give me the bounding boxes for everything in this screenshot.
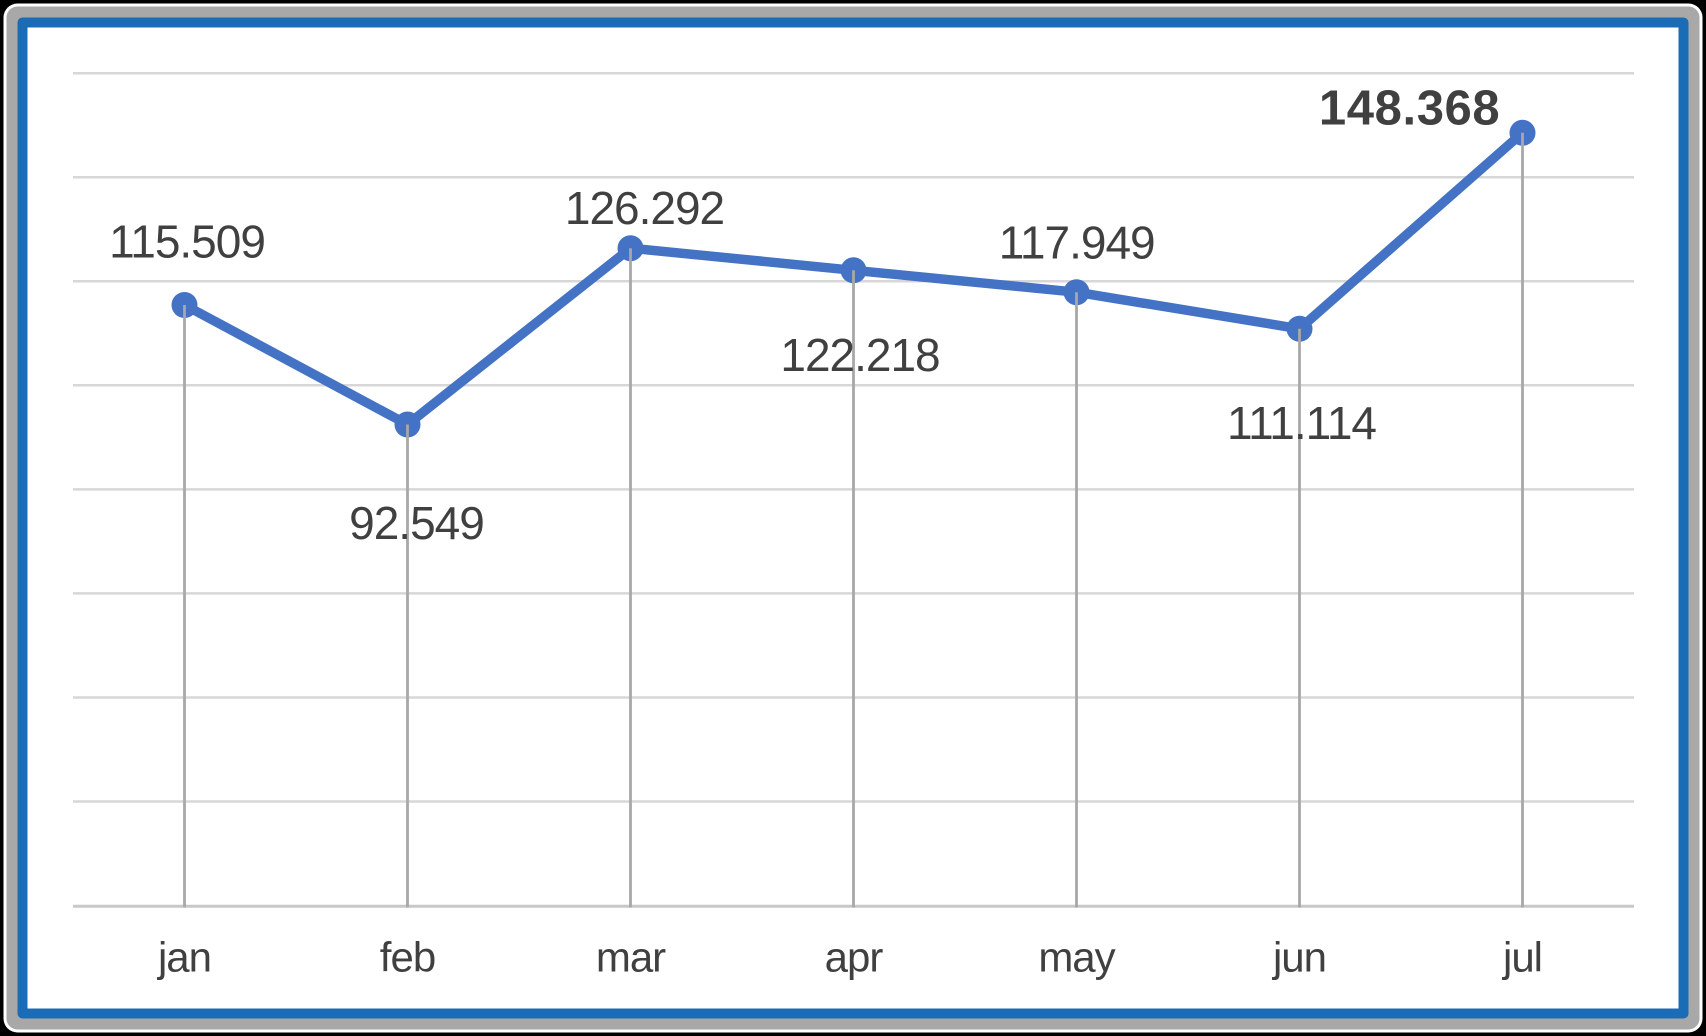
svg-text:jun: jun — [1271, 934, 1326, 981]
svg-text:92.549: 92.549 — [349, 497, 484, 549]
svg-text:148.368: 148.368 — [1319, 81, 1500, 135]
svg-text:111.114: 111.114 — [1227, 397, 1376, 449]
svg-text:may: may — [1038, 934, 1115, 981]
svg-text:mar: mar — [596, 934, 666, 981]
svg-text:jul: jul — [1501, 934, 1542, 981]
svg-text:117.949: 117.949 — [999, 217, 1155, 269]
svg-text:apr: apr — [825, 934, 884, 981]
svg-text:126.292: 126.292 — [565, 182, 724, 234]
svg-text:115.509: 115.509 — [109, 216, 265, 268]
svg-text:feb: feb — [380, 934, 435, 981]
svg-text:122.218: 122.218 — [780, 329, 939, 381]
svg-text:jan: jan — [156, 934, 211, 981]
